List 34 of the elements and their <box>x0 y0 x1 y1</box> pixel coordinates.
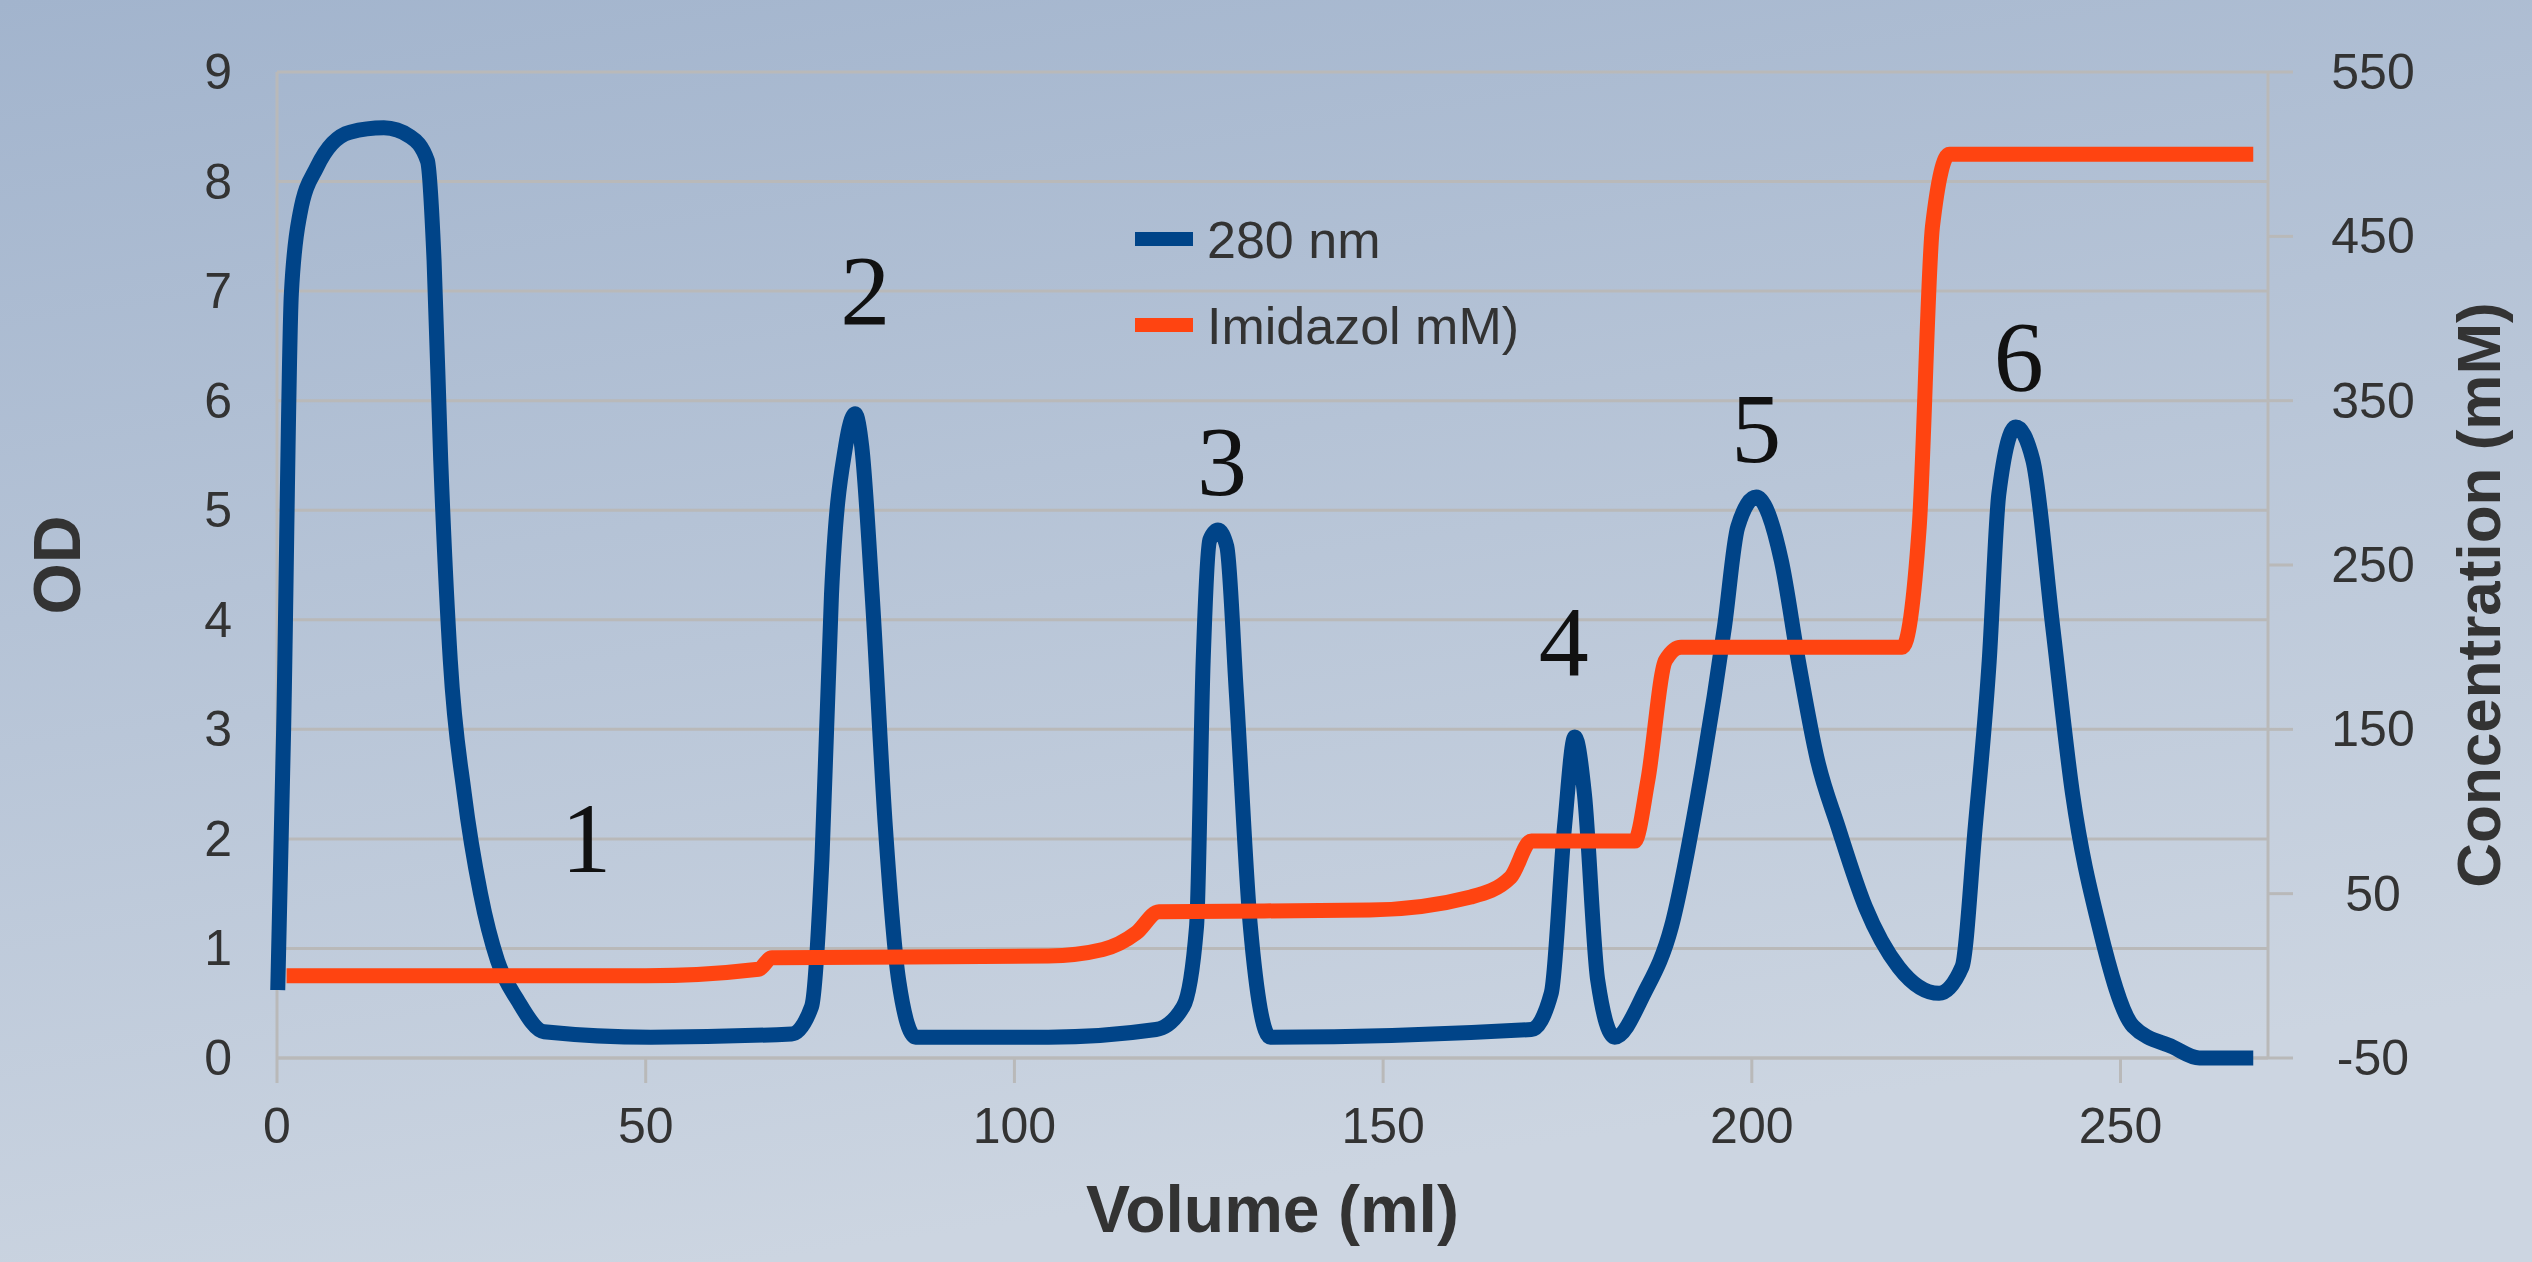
annotation: 3 <box>1196 405 1247 517</box>
y-tick-label: 3 <box>204 701 232 758</box>
y2-tick-label: 250 <box>2331 537 2415 593</box>
x-tick-label: 150 <box>1341 1098 1425 1154</box>
legend-label: Imidazol mM) <box>1207 297 1520 355</box>
y-tick-label: 5 <box>204 482 232 539</box>
y-tick-label: 9 <box>204 44 232 100</box>
y2-tick-label: 150 <box>2331 701 2415 758</box>
x-tick-label: 100 <box>972 1098 1057 1154</box>
x-tick-label: 50 <box>617 1098 674 1154</box>
y2-tick-label: 550 <box>2331 44 2415 100</box>
y-tick-label: 7 <box>204 263 232 320</box>
x-tick-label: 0 <box>263 1098 291 1154</box>
annotation: 4 <box>1538 586 1589 697</box>
annotation: 1 <box>561 782 612 894</box>
y2-tick-label: 450 <box>2331 208 2415 265</box>
y-tick-label: 6 <box>204 372 232 429</box>
y-tick-label: 2 <box>204 810 232 867</box>
x-tick-label: 200 <box>1710 1098 1794 1154</box>
annotation: 5 <box>1731 373 1782 485</box>
y-tick-label: 1 <box>204 920 232 977</box>
x-tick-label: 250 <box>2078 1098 2163 1154</box>
annotation: 6 <box>1993 300 2044 412</box>
y2-axis-title: Concentration (mM) <box>2444 302 2513 888</box>
y-tick-label: 8 <box>204 153 232 210</box>
x-axis-title: Volume (ml) <box>1086 1172 1459 1246</box>
y-tick-label: 0 <box>204 1030 232 1086</box>
y-axis-title: OD <box>20 515 94 615</box>
y2-tick-label: -50 <box>2336 1030 2410 1086</box>
legend-label: 280 nm <box>1207 211 1381 269</box>
y2-tick-label: 350 <box>2331 372 2415 429</box>
y2-tick-label: 50 <box>2345 865 2401 922</box>
annotation: 2 <box>840 234 891 346</box>
y-tick-label: 4 <box>204 591 232 648</box>
